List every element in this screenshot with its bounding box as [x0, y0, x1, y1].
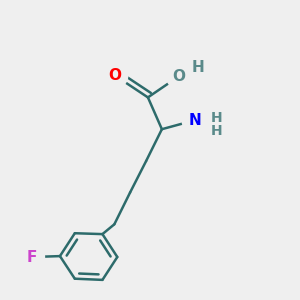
Text: F: F: [27, 250, 37, 265]
Text: H: H: [211, 124, 223, 138]
Circle shape: [182, 108, 207, 133]
Text: O: O: [109, 68, 122, 83]
Circle shape: [103, 63, 128, 88]
Text: N: N: [188, 113, 201, 128]
Circle shape: [20, 244, 44, 269]
Text: H: H: [192, 60, 205, 75]
Text: O: O: [172, 69, 185, 84]
Text: H: H: [211, 111, 223, 125]
Circle shape: [166, 64, 191, 89]
